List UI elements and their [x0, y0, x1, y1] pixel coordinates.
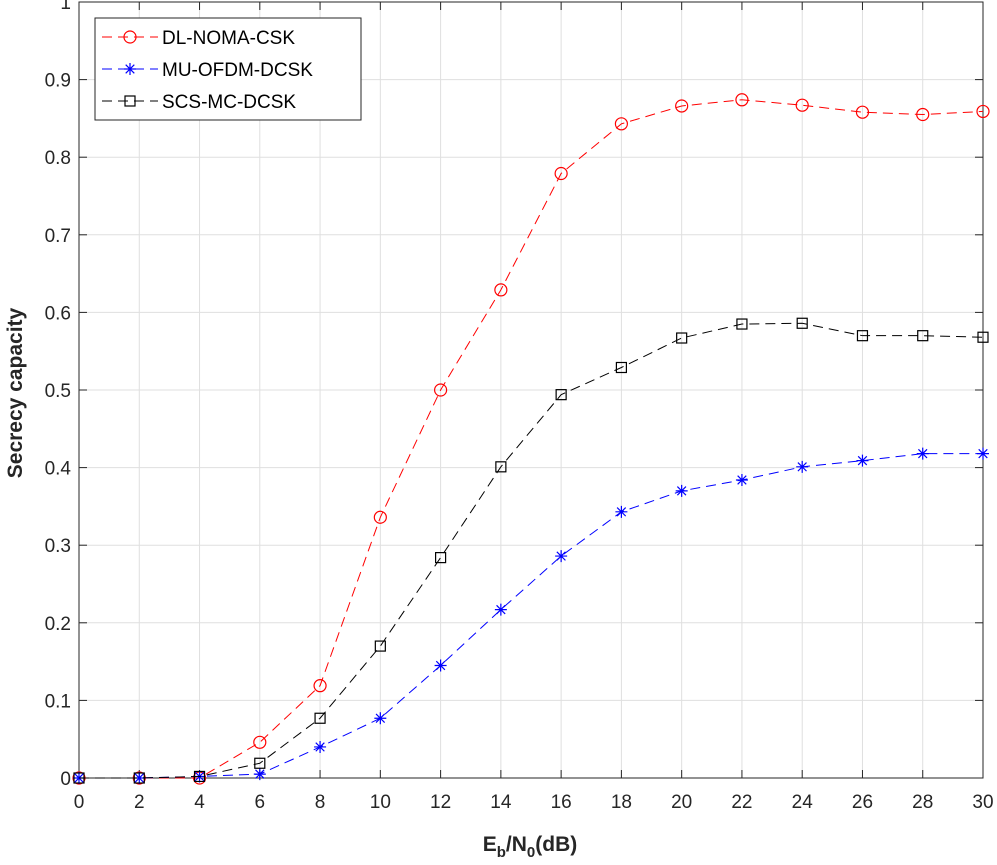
x-tick-label: 0 — [74, 792, 85, 813]
tick-labels: 0 2 4 6 8 10 12 14 16 18 20 22 24 26 28 3000.10.20.30.4… — [45, 0, 994, 813]
data-point-circle — [373, 510, 387, 524]
data-point-asterisk — [374, 712, 387, 725]
y-tick-label: 0.9 — [45, 71, 71, 92]
x-tick-label: 14 — [490, 792, 512, 813]
legend-item: DL-NOMA-CSK — [102, 28, 295, 49]
data-point-asterisk — [434, 659, 447, 672]
data-point-square — [73, 772, 85, 784]
series-dl-noma-csk — [72, 93, 990, 785]
y-tick-label: 0.2 — [45, 614, 71, 635]
data-point-asterisk — [735, 474, 748, 487]
grid — [78, 1, 984, 779]
legend-item: SCS-MC-DCSK — [102, 92, 296, 113]
x-tick-label: 12 — [430, 792, 451, 813]
data-point-circle — [735, 93, 749, 107]
data-point-circle — [434, 383, 448, 397]
x-tick-label: 18 — [611, 792, 632, 813]
data-point-square — [193, 770, 206, 783]
data-point-square — [736, 318, 748, 330]
data-point-square — [856, 330, 869, 342]
data-point-square — [615, 361, 628, 374]
x-tick-label: 16 — [551, 792, 572, 813]
data-point-square — [676, 332, 688, 344]
legend-label: MU-OFDM-DCSK — [162, 60, 313, 81]
data-point-circle — [675, 99, 689, 113]
data-point-circle — [494, 283, 508, 297]
y-tick-label: 0.8 — [45, 148, 71, 169]
legend: DL-NOMA-CSK MU-OFDM-DCSK SCS-MC-DCSK — [94, 17, 362, 121]
data-point-asterisk — [494, 603, 507, 616]
x-tick-label: 30 — [972, 792, 993, 813]
data-point-asterisk — [314, 740, 327, 753]
x-tick-label: 22 — [731, 792, 752, 813]
legend-item: MU-OFDM-DCSK — [102, 60, 313, 81]
data-point-circle — [123, 30, 137, 44]
y-tick-label: 1 — [60, 0, 71, 14]
y-tick-label: 0.3 — [45, 536, 71, 557]
data-point-square — [314, 712, 326, 724]
y-tick-label: 0.7 — [45, 226, 71, 247]
data-point-circle — [313, 679, 327, 693]
series-scs-mc-dcsk — [73, 317, 989, 784]
series-mu-ofdm-dcsk — [73, 447, 989, 784]
data-point-asterisk — [133, 772, 146, 784]
data-point-square — [495, 461, 507, 473]
data-point-asterisk — [796, 460, 809, 473]
legend-label: DL-NOMA-CSK — [162, 28, 295, 49]
data-point-square — [796, 317, 808, 329]
data-point-circle — [554, 166, 568, 181]
data-point-asterisk — [856, 454, 869, 467]
series-line — [79, 99, 984, 779]
data-point-circle — [795, 98, 809, 112]
data-point-circle — [916, 107, 930, 122]
x-tick-label: 4 — [194, 792, 205, 813]
x-tick-label: 8 — [315, 792, 326, 813]
data-point-square — [977, 331, 989, 343]
x-tick-label: 2 — [134, 792, 145, 813]
x-tick-label: 24 — [792, 792, 814, 813]
data-point-square — [435, 552, 447, 564]
data-point-asterisk — [977, 447, 989, 460]
y-tick-label: 0.1 — [45, 691, 71, 712]
y-tick-label: 0.4 — [45, 459, 72, 480]
data-point-asterisk — [675, 484, 688, 497]
data-point-square — [555, 389, 567, 401]
y-tick-label: 0.5 — [45, 381, 71, 402]
data-point-square — [124, 95, 136, 107]
data-point-asterisk — [615, 505, 628, 518]
series-line — [79, 453, 983, 779]
data-point-circle — [976, 104, 990, 119]
data-point-circle — [253, 735, 267, 749]
y-tick-label: 0.6 — [45, 303, 71, 324]
series-line — [79, 322, 984, 779]
x-tick-label: 28 — [912, 792, 933, 813]
data-point-square — [917, 330, 929, 342]
data-point-square — [254, 757, 266, 769]
x-tick-label: 6 — [255, 792, 266, 813]
data-point-asterisk — [555, 550, 568, 563]
data-point-asterisk — [253, 768, 266, 781]
x-tick-label: 20 — [671, 792, 692, 813]
data-point-square — [374, 640, 386, 652]
x-tick-label: 10 — [370, 792, 391, 813]
data-point-circle — [855, 105, 870, 119]
x-tick-label: 26 — [852, 792, 873, 813]
x-axis-title: Eb/N0(dB) — [483, 833, 578, 861]
legend-label: SCS-MC-DCSK — [162, 92, 296, 113]
axes — [78, 1, 984, 779]
data-point-square — [133, 772, 145, 784]
y-tick-label: 0 — [60, 769, 71, 790]
data-point-circle — [614, 117, 629, 131]
data-point-asterisk — [916, 447, 929, 460]
series-group — [72, 93, 990, 785]
data-point-asterisk — [124, 63, 136, 75]
y-axis-title: Secrecy capacity — [4, 307, 27, 478]
